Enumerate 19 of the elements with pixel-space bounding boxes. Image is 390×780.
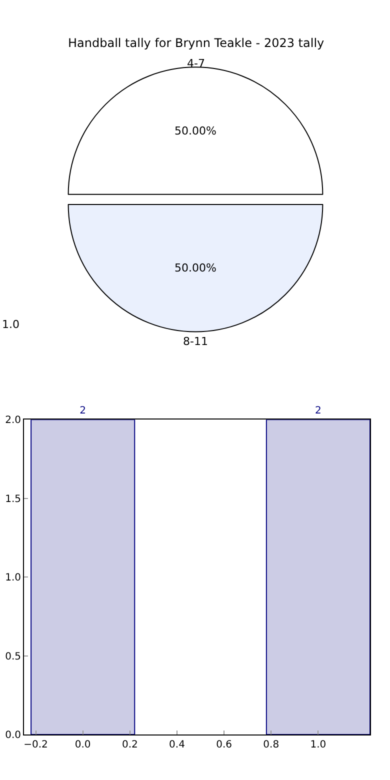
data-label: 2 — [80, 406, 86, 417]
y-tick-label: 1.0 — [5, 572, 21, 584]
slice-label: 8-11 — [183, 335, 208, 348]
x-tick-label: 0.8 — [263, 740, 280, 751]
chart-title: Handball tally for Brynn Teakle - 2023 tally — [68, 36, 324, 50]
data-label: 50.00% — [174, 124, 216, 138]
data-label: 50.00% — [174, 262, 216, 275]
x-tick-label: 0.2 — [122, 740, 138, 751]
y-tick-label: 2.0 — [5, 415, 21, 426]
x-tick-label: 1.0 — [310, 740, 326, 751]
y-tick-label: 1.5 — [5, 494, 21, 505]
y-tick-label: 0.0 — [5, 730, 21, 742]
y-tick-label: 0.5 — [5, 651, 21, 662]
x-tick-label: 0.6 — [216, 740, 232, 751]
x-tick-label: 0.4 — [169, 740, 185, 751]
x-tick-label: −0.2 — [24, 740, 48, 751]
slice-label: 4-7 — [187, 57, 205, 70]
x-tick-label: 0.0 — [74, 740, 91, 751]
data-label: 2 — [315, 406, 322, 417]
